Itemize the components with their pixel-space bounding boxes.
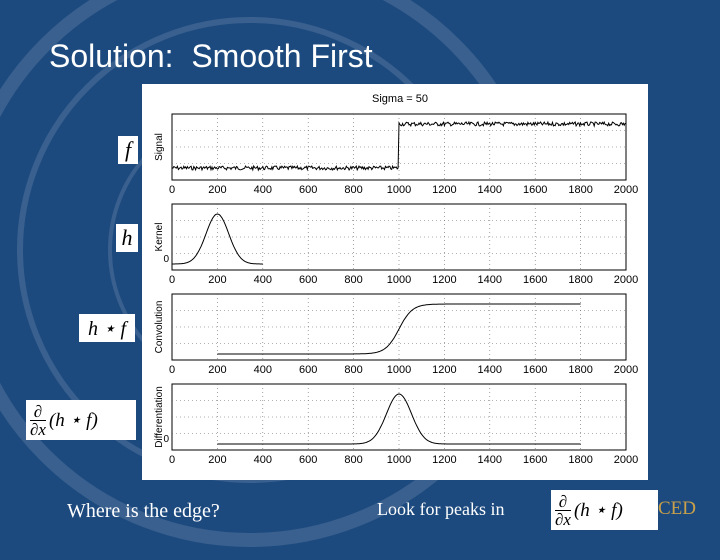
x-tick-label: 2000 <box>614 184 638 196</box>
x-tick-label: 600 <box>299 364 317 376</box>
x-tick-label: 1200 <box>432 184 456 196</box>
signal-curve <box>171 120 627 172</box>
x-tick-label: 200 <box>208 454 226 466</box>
x-tick-label: 1400 <box>478 274 502 286</box>
label-f-text: f <box>124 137 132 162</box>
figure-plots: Sigma = 50 0 200 400 600 800 1000 1200 1400 1600… <box>154 93 638 466</box>
x-tick-label: 1000 <box>387 184 411 196</box>
x-tick-label: 400 <box>254 274 272 286</box>
x-tick-label: 200 <box>208 364 226 376</box>
label-convolution-text: h ⋆ f <box>87 317 127 340</box>
x-tick-label: 600 <box>299 274 317 286</box>
derivative-numerator: ∂ <box>33 401 43 421</box>
x-tick-label: 2000 <box>614 454 638 466</box>
x-tick-label: 800 <box>344 274 362 286</box>
footer-derivative-fraction: ∂ ∂x <box>555 493 571 528</box>
x-tick-label: 1600 <box>523 364 547 376</box>
x-tick-label: 600 <box>299 454 317 466</box>
footer-derivative-body: (h ⋆ f) <box>573 499 623 521</box>
y-tick-label: 0 <box>163 434 169 445</box>
footer-derivative-denominator: ∂x <box>555 509 571 529</box>
figure-title: Sigma = 50 <box>372 93 428 105</box>
x-tick-label: 1200 <box>432 454 456 466</box>
x-tick-label: 400 <box>254 184 272 196</box>
y-axis-label: Convolution <box>154 301 165 354</box>
x-tick-label: 1000 <box>387 364 411 376</box>
x-tick-label: 1600 <box>523 274 547 286</box>
x-tick-label: 1000 <box>387 454 411 466</box>
x-tick-label: 0 <box>169 274 175 286</box>
x-tick-label: 200 <box>208 184 226 196</box>
question-text: Where is the edge? <box>67 500 220 522</box>
label-h: h <box>116 224 138 252</box>
x-tick-label: 1600 <box>523 454 547 466</box>
hint-text: Look for peaks in <box>377 499 505 519</box>
label-f: f <box>118 136 138 164</box>
watermark-fragment: CED <box>658 498 696 519</box>
x-tick-label: 2000 <box>614 364 638 376</box>
x-tick-label: 1200 <box>432 364 456 376</box>
x-tick-label: 1000 <box>387 274 411 286</box>
x-tick-label: 800 <box>344 454 362 466</box>
x-tick-label: 2000 <box>614 274 638 286</box>
x-tick-label: 0 <box>169 184 175 196</box>
x-tick-label: 600 <box>299 184 317 196</box>
x-tick-label: 800 <box>344 364 362 376</box>
x-tick-label: 400 <box>254 364 272 376</box>
x-tick-label: 1400 <box>478 184 502 196</box>
x-tick-label: 1800 <box>568 364 592 376</box>
label-derivative: ∂ ∂x (h ⋆ f) <box>26 400 136 440</box>
y-axis-label: Kernel <box>154 223 165 252</box>
matlab-figure: Sigma = 50 0 200 400 600 800 1000 1200 1400 1600… <box>142 84 648 480</box>
x-tick-label: 0 <box>169 364 175 376</box>
x-tick-label: 1800 <box>568 184 592 196</box>
x-tick-label: 1400 <box>478 364 502 376</box>
label-convolution: h ⋆ f <box>79 314 135 342</box>
derivative-curve <box>217 393 581 445</box>
y-axis-label: Signal <box>154 133 165 161</box>
kernel-curve <box>172 213 263 265</box>
derivative-body: (h ⋆ f) <box>48 409 98 431</box>
slide-title: Solution: Smooth First <box>49 38 373 74</box>
footer-derivative-numerator: ∂ <box>558 491 568 511</box>
derivative-fraction: ∂ ∂x <box>30 403 46 438</box>
x-tick-label: 1400 <box>478 454 502 466</box>
x-tick-label: 1800 <box>568 454 592 466</box>
x-tick-label: 0 <box>169 454 175 466</box>
x-tick-label: 1800 <box>568 274 592 286</box>
x-tick-label: 1200 <box>432 274 456 286</box>
y-axis-label: Differentiation <box>154 386 165 448</box>
footer-derivative-label: ∂ ∂x (h ⋆ f) <box>551 490 658 530</box>
x-tick-label: 1600 <box>523 184 547 196</box>
y-tick-label: 0 <box>163 254 169 265</box>
x-tick-label: 200 <box>208 274 226 286</box>
label-h-text: h <box>121 225 133 250</box>
convolution-curve <box>217 303 581 355</box>
x-tick-label: 400 <box>254 454 272 466</box>
x-tick-label: 800 <box>344 184 362 196</box>
derivative-denominator: ∂x <box>30 419 46 439</box>
